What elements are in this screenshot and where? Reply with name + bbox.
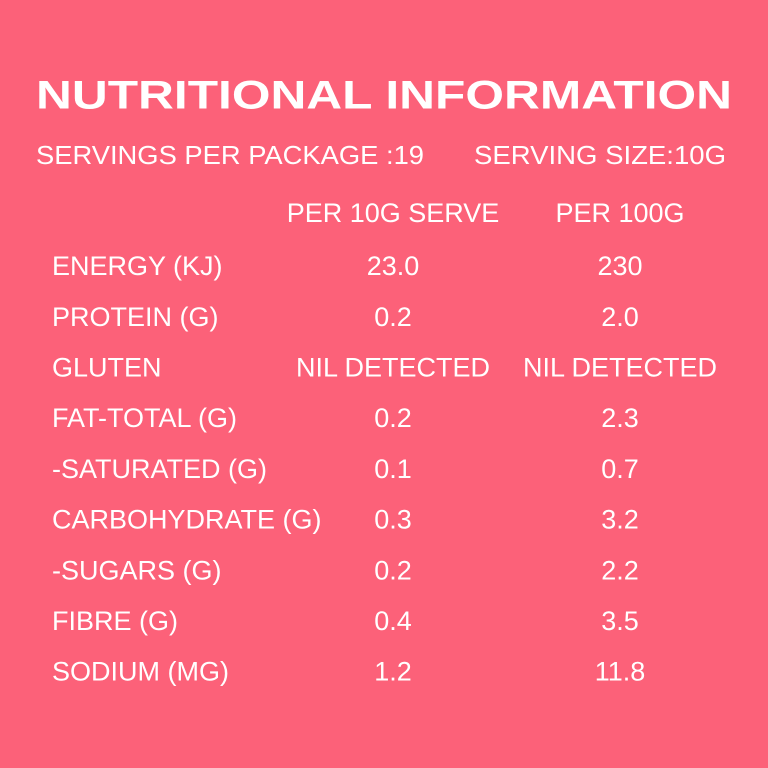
cell-value: 0.1 xyxy=(374,454,412,484)
cell-value: 230 xyxy=(597,251,642,281)
row-label: -SATURATED (G) xyxy=(52,454,267,484)
cell-value: 0.7 xyxy=(601,454,639,484)
row-label: -SUGARS (G) xyxy=(52,555,222,585)
servings-per-package: SERVINGS PER PACKAGE :19 xyxy=(36,140,424,170)
cell-value: 0.3 xyxy=(374,505,412,535)
row-label: GLUTEN xyxy=(52,353,162,383)
cell-value: 3.5 xyxy=(601,606,639,636)
row-label: PROTEIN (G) xyxy=(52,302,219,332)
row-label: FAT-TOTAL (G) xyxy=(52,403,237,433)
cell-value: 11.8 xyxy=(595,657,646,687)
cell-value: 1.2 xyxy=(374,657,412,687)
column-header: PER 100G xyxy=(555,198,684,228)
cell-value: 0.2 xyxy=(374,302,412,332)
column-header: PER 10G SERVE xyxy=(287,198,500,228)
cell-value: 3.2 xyxy=(601,505,639,535)
cell-value: 2.2 xyxy=(601,555,639,585)
cell-value: 23.0 xyxy=(367,251,420,281)
cell-value: 0.4 xyxy=(374,606,412,636)
row-label: CARBOHYDRATE (G) xyxy=(52,505,322,535)
cell-value: 2.3 xyxy=(601,403,639,433)
title: NUTRITIONAL INFORMATION xyxy=(36,74,732,118)
cell-value: NIL DETECTED xyxy=(296,353,490,383)
cell-value: NIL DETECTED xyxy=(523,353,717,383)
row-label: SODIUM (MG) xyxy=(52,657,229,687)
serving-size: SERVING SIZE:10G xyxy=(474,140,726,170)
cell-value: 2.0 xyxy=(601,302,639,332)
cell-value: 0.2 xyxy=(374,403,412,433)
cell-value: 0.2 xyxy=(374,555,412,585)
row-label: FIBRE (G) xyxy=(52,606,178,636)
row-label: ENERGY (KJ) xyxy=(52,251,223,281)
